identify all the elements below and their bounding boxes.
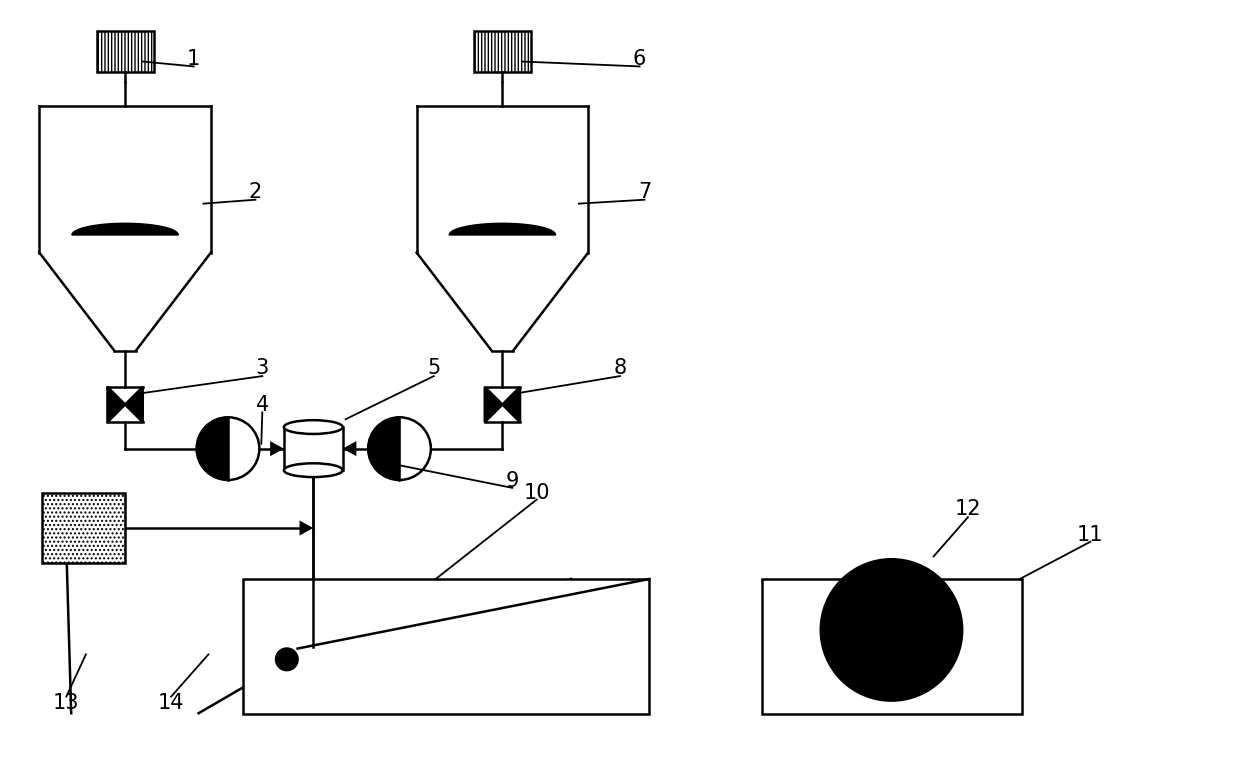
Bar xyxy=(243,579,650,714)
Text: 12: 12 xyxy=(955,500,981,520)
Text: 5: 5 xyxy=(427,359,440,378)
Polygon shape xyxy=(342,441,356,456)
Text: 3: 3 xyxy=(255,359,269,378)
Bar xyxy=(97,31,154,72)
Polygon shape xyxy=(125,387,143,422)
Circle shape xyxy=(277,649,298,670)
Text: 8: 8 xyxy=(614,359,626,378)
Polygon shape xyxy=(368,417,399,480)
Bar xyxy=(42,493,125,563)
Text: 6: 6 xyxy=(632,49,646,69)
Text: 14: 14 xyxy=(157,694,185,713)
Bar xyxy=(763,579,1022,714)
Polygon shape xyxy=(270,441,284,456)
Text: 10: 10 xyxy=(523,483,551,503)
Polygon shape xyxy=(449,224,556,235)
Ellipse shape xyxy=(284,420,342,434)
Text: 2: 2 xyxy=(249,182,262,202)
Ellipse shape xyxy=(284,463,342,477)
Text: 1: 1 xyxy=(187,49,201,69)
Text: 11: 11 xyxy=(1078,525,1104,545)
Text: 9: 9 xyxy=(506,471,518,491)
Polygon shape xyxy=(72,224,179,235)
Polygon shape xyxy=(502,387,520,422)
Polygon shape xyxy=(108,387,125,422)
Text: 13: 13 xyxy=(53,694,79,713)
Polygon shape xyxy=(300,520,314,536)
Bar xyxy=(474,31,531,72)
Text: 7: 7 xyxy=(637,182,651,202)
Text: 4: 4 xyxy=(255,394,269,414)
Polygon shape xyxy=(485,387,502,422)
Bar xyxy=(284,427,342,470)
Circle shape xyxy=(821,559,962,700)
Polygon shape xyxy=(197,417,228,480)
